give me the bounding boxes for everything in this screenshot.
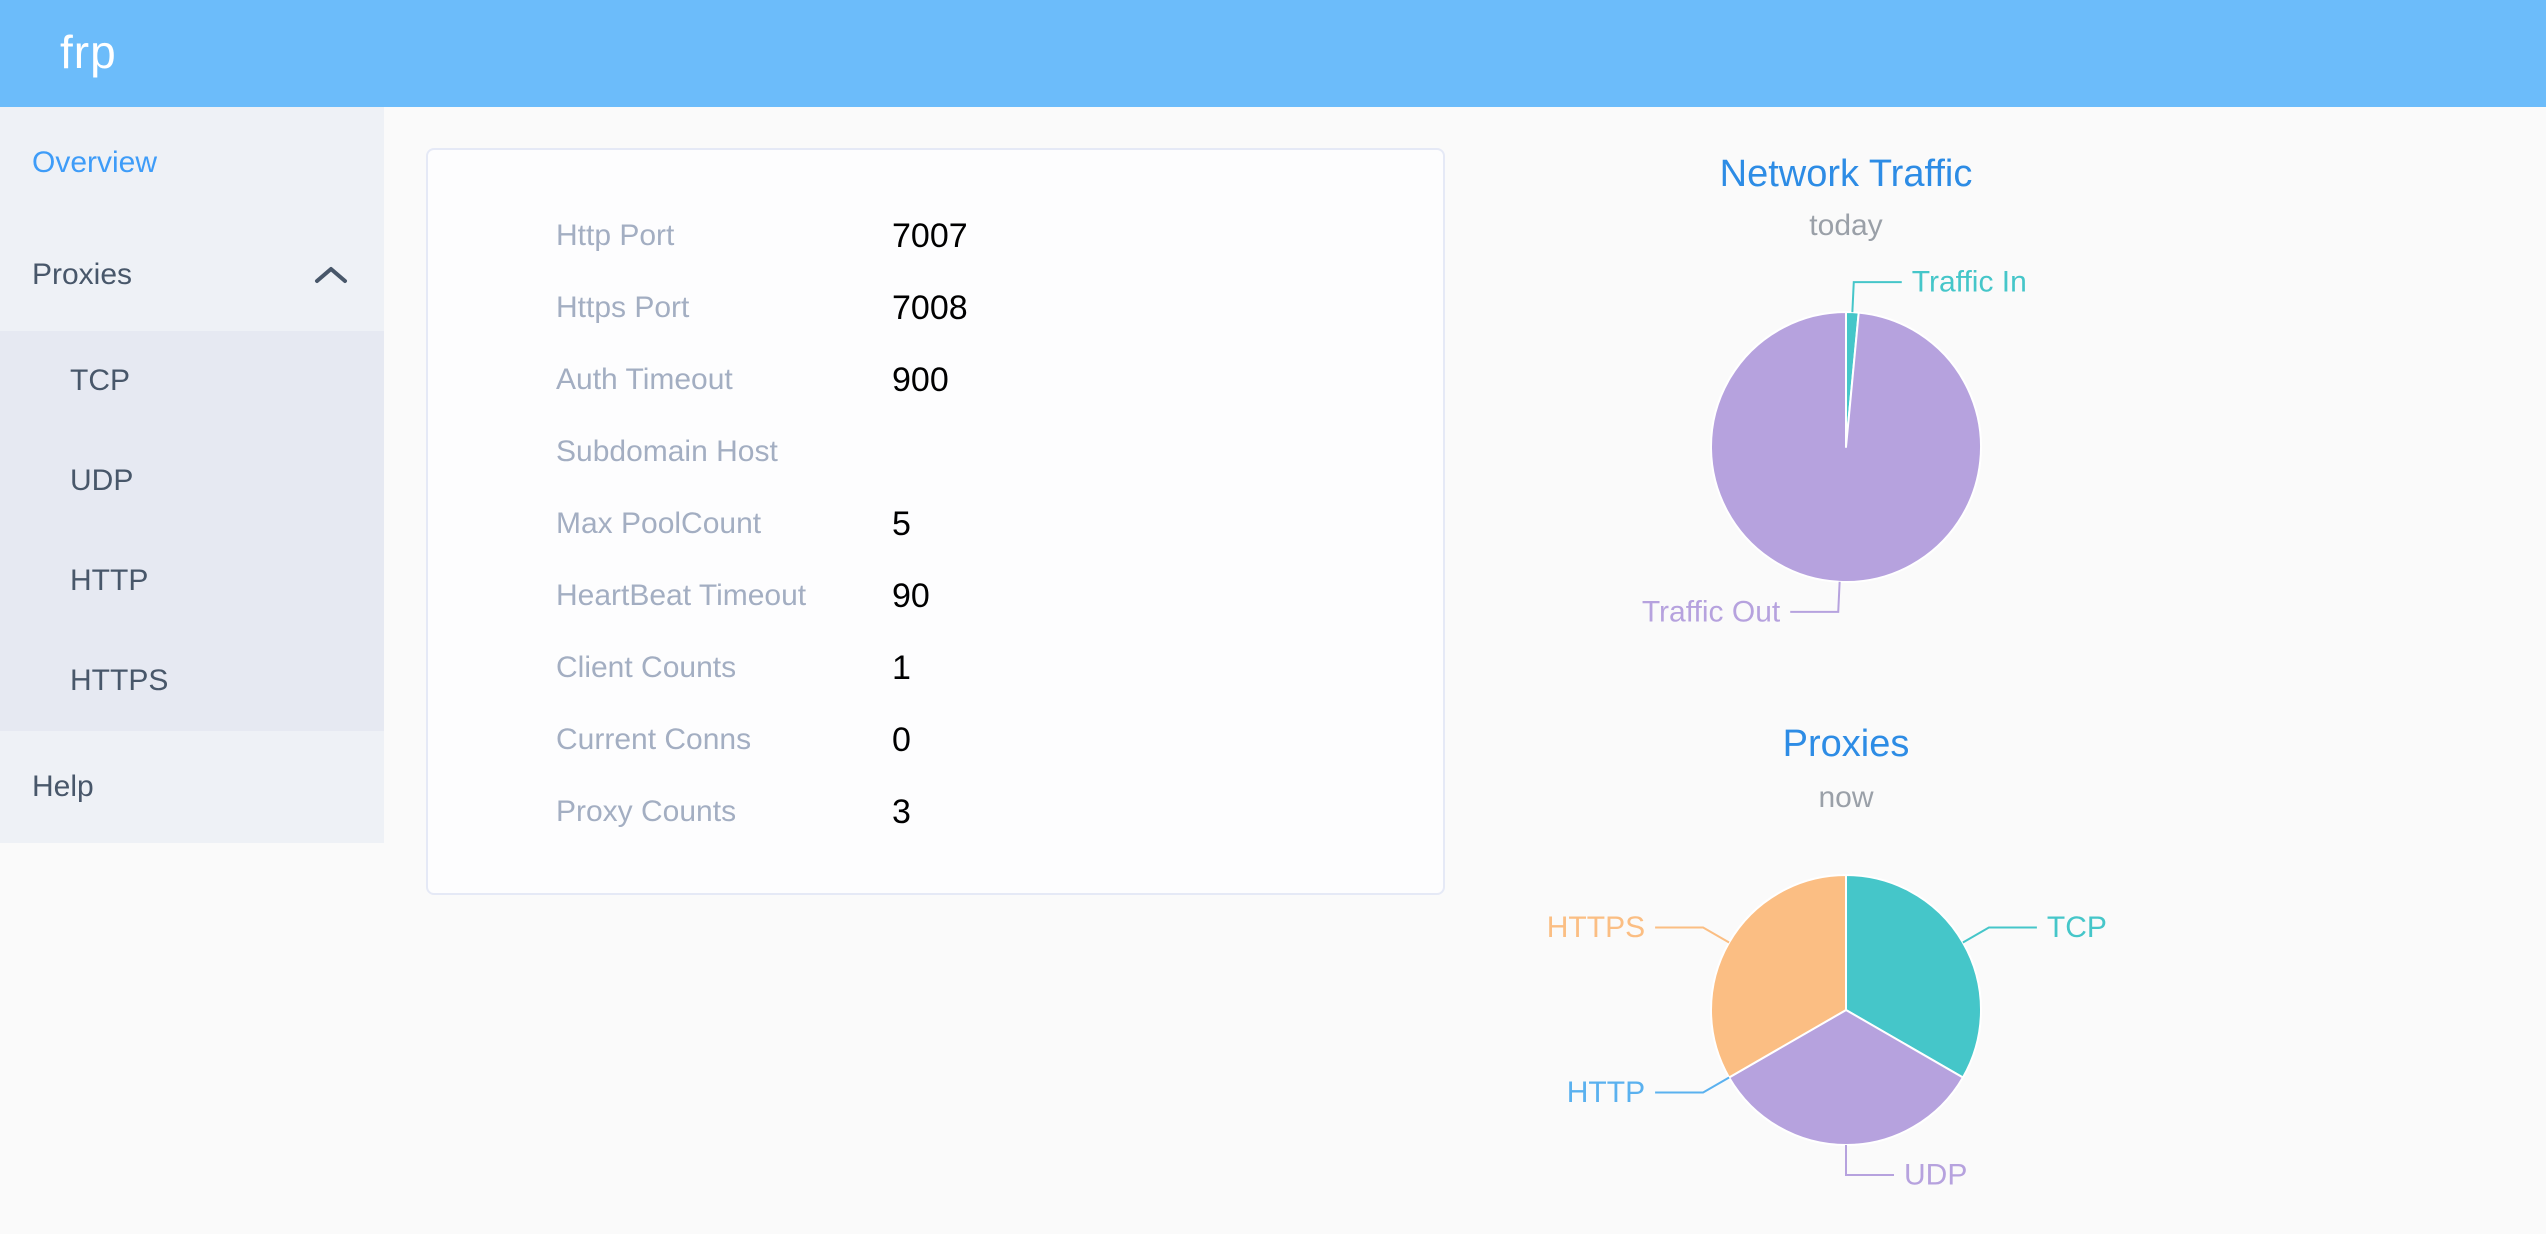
sidebar: Overview Proxies TCP UDP HTTP HTTPS Help	[0, 107, 384, 843]
info-row-label: Proxy Counts	[556, 795, 737, 828]
info-row: Subdomain Host	[428, 416, 1443, 488]
pie-labelline-traffic-in	[1851, 281, 1902, 313]
info-row: HeartBeat Timeout 90	[428, 560, 1443, 632]
sidebar-item-http-label: HTTP	[70, 564, 149, 597]
sidebar-item-https-label: HTTPS	[70, 664, 169, 697]
info-row-label: Https Port	[556, 291, 690, 324]
pie-labelline-tcp	[1962, 926, 2037, 944]
info-row-label: HeartBeat Timeout	[556, 579, 807, 612]
pie-label-https: HTTPS	[1547, 911, 1645, 944]
info-row-value: 1	[892, 648, 911, 687]
info-row: Proxy Counts 3	[428, 776, 1443, 848]
sidebar-item-overview-label: Overview	[32, 146, 158, 179]
pie-labelline-http	[1655, 1076, 1730, 1094]
info-row: Http Port 7007	[428, 200, 1443, 272]
server-info-rows: Http Port 7007 Https Port 7008 Auth Time…	[428, 200, 1443, 848]
pie-label-traffic-in: Traffic In	[1912, 266, 2027, 299]
pie-labelline-https	[1655, 926, 1730, 944]
info-row-value: 900	[892, 360, 949, 399]
sidebar-item-help[interactable]: Help	[0, 731, 384, 843]
app-logo: frp	[60, 26, 117, 78]
header-bar: frp	[0, 0, 2546, 107]
chevron-up-icon	[315, 267, 347, 283]
sidebar-item-help-label: Help	[32, 770, 94, 803]
info-row-label: Current Conns	[556, 723, 752, 756]
info-row-label: Subdomain Host	[556, 435, 778, 468]
info-row: Auth Timeout 900	[428, 344, 1443, 416]
network-traffic-pie: Traffic In Traffic Out	[1642, 266, 2027, 629]
sidebar-item-overview[interactable]: Overview	[0, 107, 384, 219]
pie-labelline-udp	[1845, 1145, 1894, 1176]
info-row: Current Conns 0	[428, 704, 1443, 776]
pie-slice-udp[interactable]	[1728, 1009, 1964, 1146]
chart-title-network-traffic: Network Traffic	[1719, 153, 1973, 195]
chart-subtitle-now: now	[1818, 781, 1874, 814]
sidebar-item-http[interactable]: HTTP	[0, 531, 384, 631]
pie-label-traffic-out: Traffic Out	[1642, 595, 1781, 628]
pie-slice-traffic-out[interactable]	[1709, 311, 1982, 583]
pie-label-tcp: TCP	[2047, 911, 2107, 944]
sidebar-item-proxies[interactable]: Proxies	[0, 219, 384, 331]
info-row-value: 5	[892, 504, 911, 543]
info-row-value: 90	[892, 576, 930, 615]
server-info-card: Http Port 7007 Https Port 7008 Auth Time…	[426, 148, 1445, 895]
sidebar-item-udp-label: UDP	[70, 464, 134, 497]
info-row-label: Auth Timeout	[556, 363, 733, 396]
pie-label-http: HTTP	[1567, 1076, 1645, 1109]
info-row-label: Http Port	[556, 219, 675, 252]
sidebar-item-tcp[interactable]: TCP	[0, 331, 384, 431]
info-row-value: 7008	[892, 288, 968, 327]
info-row: Client Counts 1	[428, 632, 1443, 704]
sidebar-item-udp[interactable]: UDP	[0, 431, 384, 531]
chart-subtitle-today: today	[1809, 209, 1883, 242]
pie-slice-https[interactable]	[1710, 874, 1847, 1079]
sidebar-item-tcp-label: TCP	[70, 364, 130, 397]
proxies-pie: TCP UDP HTTP HTTPS	[1547, 874, 2107, 1192]
info-row-label: Max PoolCount	[556, 507, 762, 540]
info-row-value: 3	[892, 792, 911, 831]
info-row-value: 7007	[892, 216, 968, 255]
sidebar-item-https[interactable]: HTTPS	[0, 631, 384, 731]
chart-title-proxies: Proxies	[1782, 723, 1910, 765]
info-row: Https Port 7008	[428, 272, 1443, 344]
sidebar-submenu-proxies: TCP UDP HTTP HTTPS	[0, 331, 384, 731]
info-row: Max PoolCount 5	[428, 488, 1443, 560]
info-row-value: 0	[892, 720, 911, 759]
pie-label-udp: UDP	[1904, 1159, 1967, 1192]
info-row-label: Client Counts	[556, 651, 737, 684]
pie-labelline-traffic-out	[1790, 581, 1841, 613]
sidebar-item-proxies-label: Proxies	[32, 258, 133, 291]
pie-slice-tcp[interactable]	[1845, 874, 1982, 1079]
